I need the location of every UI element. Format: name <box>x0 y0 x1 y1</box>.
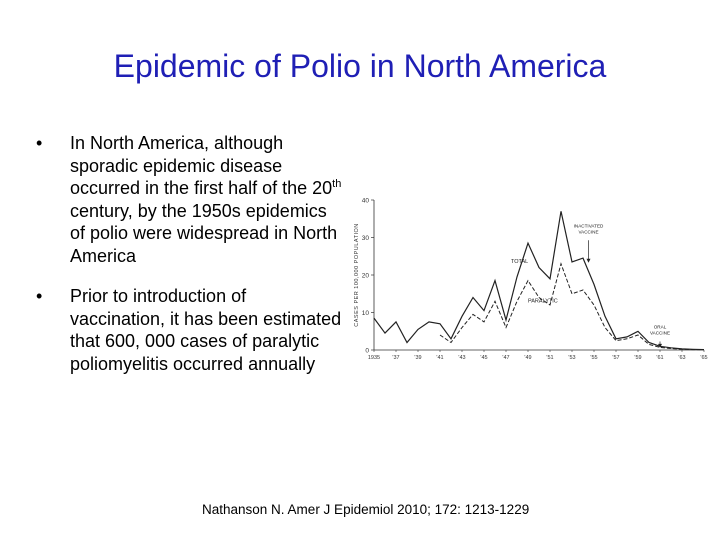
citation: Nathanson N. Amer J Epidemiol 2010; 172:… <box>202 502 530 517</box>
annotation-label: VACCINE <box>650 331 670 336</box>
list-item: • Prior to introduction of vaccination, … <box>36 285 342 375</box>
x-tick-label: '53 <box>568 355 575 361</box>
series-line-paralytic <box>439 262 704 351</box>
x-tick-label: '45 <box>480 355 487 361</box>
y-tick-label: 10 <box>362 310 370 317</box>
polio-incidence-chart: 0 10 20 30 40 CASES PER 100,000 POPULATION 193… <box>338 186 710 370</box>
x-tick-label: '39 <box>414 355 421 361</box>
chart-svg: 0 10 20 30 40 CASES PER 100,000 POPULATION 193… <box>354 198 708 362</box>
x-tick-label: '59 <box>634 355 641 361</box>
y-tick-label: 30 <box>362 235 370 242</box>
annotation-label: ORAL <box>654 325 667 330</box>
ordinal-suffix: th <box>332 178 342 190</box>
x-tick-label: '49 <box>524 355 531 361</box>
x-tick-label: '55 <box>590 355 597 361</box>
list-item: • In North America, although sporadic ep… <box>36 132 342 267</box>
x-tick-label: '63 <box>678 355 685 361</box>
x-tick-label: '51 <box>546 355 553 361</box>
bullet-text: Prior to introduction of vaccination, it… <box>70 286 342 374</box>
x-tick-label: '41 <box>436 355 443 361</box>
annotation-label: VACCINE <box>578 229 598 234</box>
x-tick-label: '57 <box>612 355 619 361</box>
x-tick-label: '43 <box>458 355 465 361</box>
series-line-total <box>373 211 705 351</box>
y-tick-label: 20 <box>362 273 370 280</box>
y-axis-label: CASES PER 100,000 POPULATION <box>354 223 360 326</box>
bullet-dot-icon: • <box>36 133 43 153</box>
x-tick-label: '47 <box>502 355 509 361</box>
y-tick-label: 40 <box>362 198 370 205</box>
x-tick-label: '37 <box>392 355 399 361</box>
bullet-text-part: century, by the 1950s epidemics of polio… <box>70 200 338 266</box>
bullet-text: In North America, although sporadic epid… <box>70 133 341 266</box>
annotation-arrow-head <box>658 343 662 348</box>
bullet-dot-icon: • <box>36 286 43 306</box>
x-tick-label: '65 <box>700 355 707 361</box>
annotation-label: INACTIVATED <box>574 223 604 228</box>
page-title: Epidemic of Polio in North America <box>113 48 607 84</box>
series-label-total: TOTAL <box>511 259 528 265</box>
series-label-paralytic: PARALYTIC <box>528 299 558 305</box>
bullet-text-part: In North America, although sporadic epid… <box>70 133 333 198</box>
y-tick-label: 0 <box>365 348 369 355</box>
x-tick-label: 1935 <box>368 355 380 361</box>
x-tick-label: '61 <box>656 355 663 361</box>
annotation-arrow-head <box>586 258 591 263</box>
bullet-list: • In North America, although sporadic ep… <box>36 132 342 393</box>
